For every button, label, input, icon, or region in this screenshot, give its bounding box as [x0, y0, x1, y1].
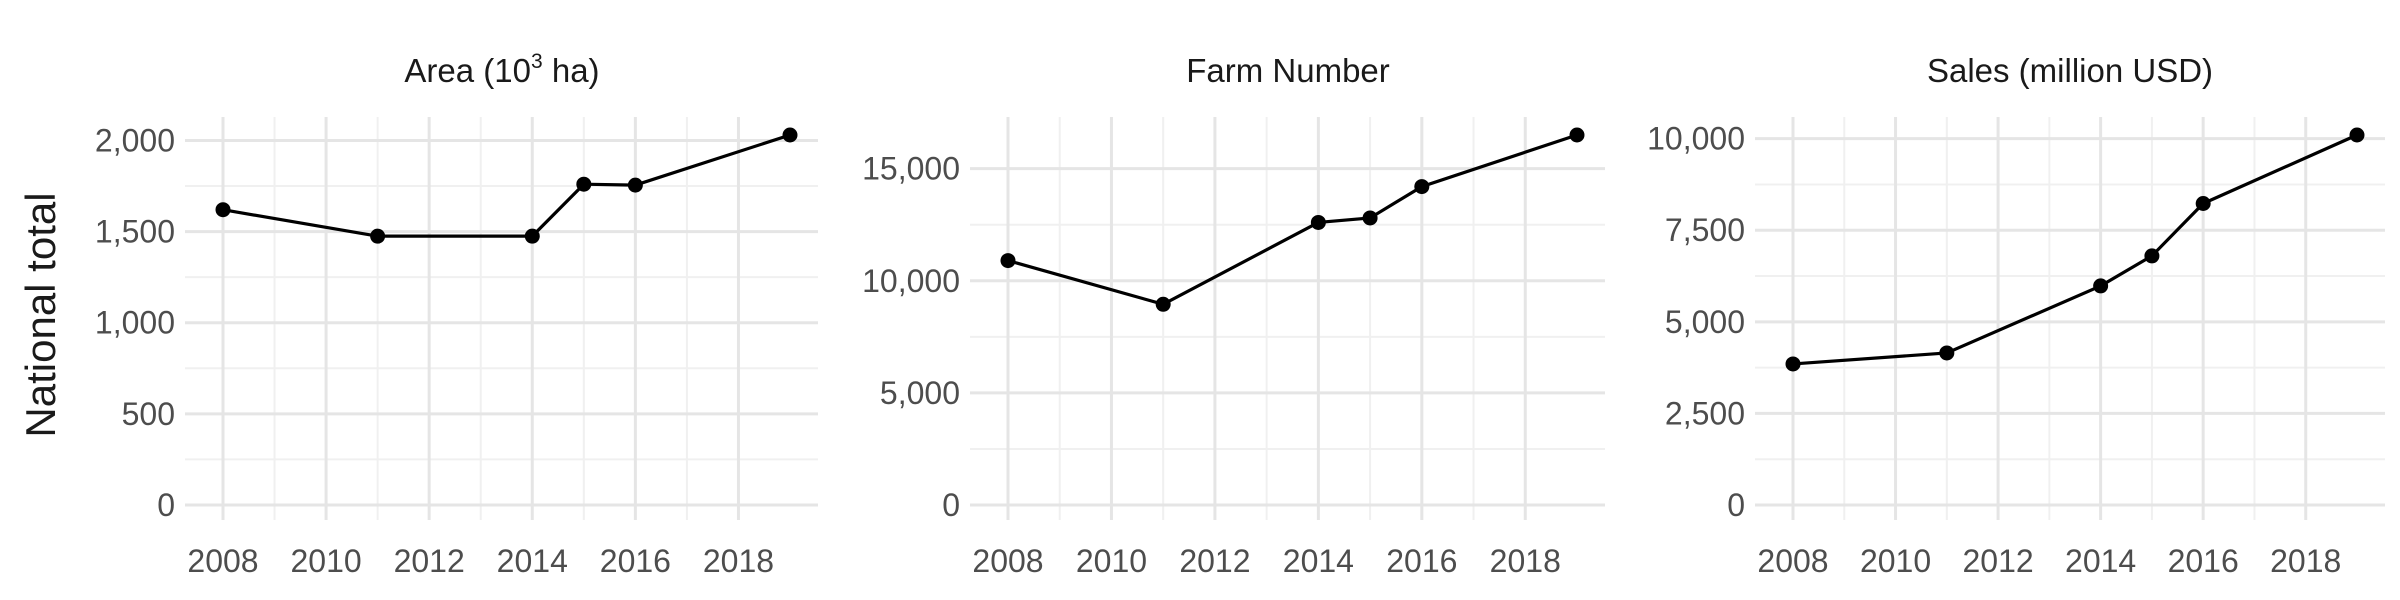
data-point	[1785, 356, 1801, 372]
panel-title-text: Area (10	[404, 52, 531, 89]
y-tick-label: 10,000	[862, 263, 960, 299]
data-point	[1939, 345, 1955, 361]
panel-1: 2008 2010 2012 2014 2016 2018 0 500 1,000 1,500 2,…	[95, 50, 818, 579]
x-tick-label: 2012	[1179, 543, 1250, 579]
y-tick-label: 0	[1727, 487, 1745, 523]
data-point	[1362, 210, 1378, 226]
data-point	[782, 127, 798, 143]
data-point	[1569, 127, 1585, 143]
x-tick-label: 2016	[1386, 543, 1457, 579]
data-point	[576, 176, 592, 192]
x-tick-label: 2016	[2168, 543, 2239, 579]
data-point	[2144, 248, 2160, 264]
x-tick-label: 2014	[497, 543, 568, 579]
panel-title-text: Sales (million USD)	[1927, 52, 2213, 89]
data-point	[215, 202, 231, 218]
series-line	[222, 133, 791, 238]
x-tick-label: 2010	[1860, 543, 1931, 579]
x-tick-label: 2010	[290, 543, 361, 579]
panel-title: Area (103 ha)	[404, 50, 599, 89]
panel-2: 2008 2010 2012 2014 2016 2018 0 5,000 10,000 15,0…	[862, 52, 1605, 579]
x-tick-label: 2008	[187, 543, 258, 579]
y-tick-label: 1,000	[95, 305, 175, 341]
panel-title-text: Farm Number	[1186, 52, 1390, 89]
data-point	[1310, 214, 1326, 230]
y-tick-label: 5,000	[1665, 304, 1745, 340]
x-tick-label: 2018	[1490, 543, 1561, 579]
panel-title-superscript: 3	[531, 50, 543, 73]
y-tick-label: 2,000	[95, 122, 175, 158]
x-tick-label: 2008	[1757, 543, 1828, 579]
y-tick-label: 0	[942, 487, 960, 523]
y-tick-label: 1,500	[95, 214, 175, 250]
y-tick-label: 15,000	[862, 151, 960, 187]
panel-title-suffix: ha)	[543, 52, 600, 89]
data-point	[1155, 296, 1171, 312]
panel-title: Sales (million USD)	[1927, 52, 2213, 89]
data-point	[2349, 127, 2365, 143]
data-point	[524, 228, 540, 244]
x-tick-label: 2010	[1076, 543, 1147, 579]
x-tick-label: 2014	[2065, 543, 2136, 579]
data-point	[2093, 278, 2109, 294]
y-tick-label: 10,000	[1647, 121, 1745, 157]
x-tick-label: 2014	[1283, 543, 1354, 579]
y-tick-label: 2,500	[1665, 395, 1745, 431]
x-tick-label: 2018	[2270, 543, 2341, 579]
x-tick-label: 2012	[394, 543, 465, 579]
x-tick-label: 2012	[1962, 543, 2033, 579]
data-point	[2195, 196, 2211, 212]
y-tick-label: 7,500	[1665, 212, 1745, 248]
x-tick-label: 2018	[703, 543, 774, 579]
y-tick-label: 500	[122, 396, 175, 432]
data-point	[1414, 179, 1430, 195]
data-point	[370, 228, 386, 244]
series-line	[1792, 133, 2358, 366]
panel-title: Farm Number	[1186, 52, 1390, 89]
y-axis-title: National total	[17, 192, 64, 437]
y-tick-label: 0	[157, 487, 175, 523]
series-line	[1007, 133, 1578, 307]
data-point	[1000, 253, 1016, 269]
x-tick-label: 2016	[600, 543, 671, 579]
y-tick-label: 5,000	[880, 375, 960, 411]
x-tick-label: 2008	[972, 543, 1043, 579]
panel-3: 2008 2010 2012 2014 2016 2018 0 2,500 5,000 7,500…	[1647, 52, 2385, 579]
data-point	[627, 177, 643, 193]
